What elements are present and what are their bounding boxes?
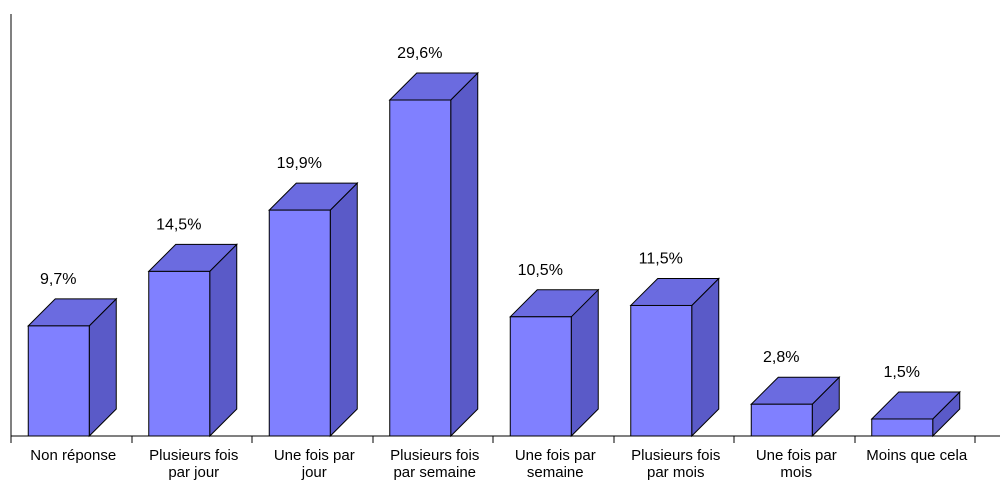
bar-front <box>389 99 452 437</box>
x-tick-label-line: Une fois par <box>274 447 355 464</box>
x-tick-label: Une fois par jour <box>274 447 355 481</box>
x-tick-label-line: semaine <box>527 464 584 481</box>
x-tick-label: Une fois par semaine <box>515 447 596 481</box>
bar-front <box>509 316 572 437</box>
data-label: 29,6% <box>397 45 442 62</box>
bar <box>388 71 479 438</box>
x-tick-label: Plusieurs fois par semaine <box>390 447 479 481</box>
bar <box>509 288 600 438</box>
bar <box>268 181 359 438</box>
bar <box>629 277 720 438</box>
x-tick-label-line: Non réponse <box>30 447 116 464</box>
x-tick-label-line: Plusieurs fois <box>631 447 720 464</box>
x-tick-label-line: Une fois par <box>515 447 596 464</box>
bars <box>27 71 961 438</box>
x-tick-label: Non réponse <box>30 447 116 464</box>
bar-side <box>450 71 479 438</box>
bar-front <box>871 418 934 437</box>
data-label: 9,7% <box>40 271 76 288</box>
bar-side <box>209 243 238 438</box>
bar-side <box>329 181 358 438</box>
x-tick-label-line: mois <box>780 464 812 481</box>
data-label: 11,5% <box>639 250 683 267</box>
x-tick-label-line: Plusieurs fois <box>149 447 238 464</box>
data-label: 2,8% <box>763 349 799 366</box>
x-tick-label-line: jour <box>301 464 327 481</box>
data-labels: 9,7% 14,5% 19,9% 29,6% 10,5% 11,5% 2,8% 1,5% <box>40 45 920 381</box>
data-label: 10,5% <box>518 262 563 279</box>
x-tick-label-line: Une fois par <box>756 447 837 464</box>
bar-front <box>630 304 693 437</box>
x-tick-label-line: par jour <box>168 464 219 481</box>
x-tick-label-line: Moins que cela <box>866 447 968 464</box>
x-tick-label: Une fois par mois <box>756 447 837 481</box>
bar <box>870 390 961 438</box>
bar-front <box>27 325 90 437</box>
bar <box>27 297 118 438</box>
x-tick-label-line: Plusieurs fois <box>390 447 479 464</box>
x-tick-label: Plusieurs fois par mois <box>631 447 720 481</box>
x-tick-label: Moins que cela <box>866 447 968 464</box>
bar <box>147 243 238 438</box>
x-tick-label: Plusieurs fois par jour <box>149 447 238 481</box>
bar-front <box>148 270 211 437</box>
data-label: 19,9% <box>277 155 322 172</box>
x-axis-ticks <box>10 436 976 443</box>
bar-front <box>268 209 331 437</box>
x-tick-label-line: par semaine <box>393 464 476 481</box>
x-tick-label-line: par mois <box>647 464 705 481</box>
data-label: 1,5% <box>884 364 920 381</box>
bar <box>750 376 841 438</box>
data-label: 14,5% <box>156 216 201 233</box>
bar-front <box>750 403 813 437</box>
